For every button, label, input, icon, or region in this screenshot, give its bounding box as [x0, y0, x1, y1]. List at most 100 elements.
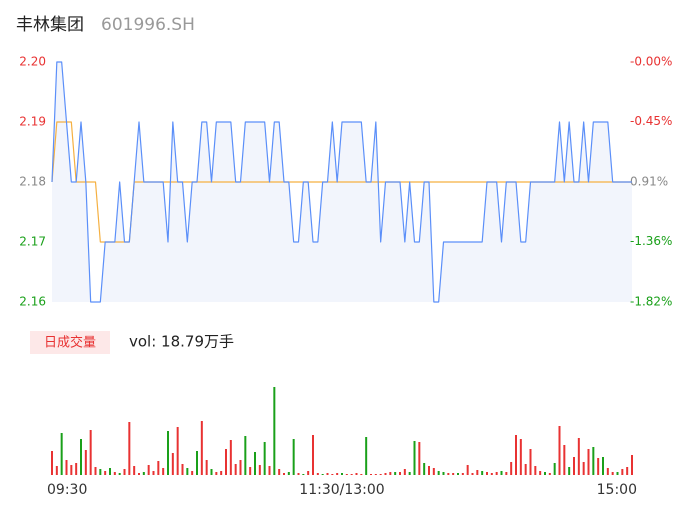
volume-bar: [597, 458, 600, 475]
volume-bar: [428, 466, 430, 475]
y-tick-label: 2.20: [19, 55, 46, 69]
volume-bar: [568, 467, 571, 475]
volume-bar: [321, 474, 324, 475]
volume-bar: [539, 471, 542, 475]
volume-bar: [249, 467, 252, 475]
volume-bar: [582, 462, 585, 475]
volume-bar: [99, 469, 102, 475]
volume-bar: [70, 465, 73, 475]
volume-bar: [229, 440, 232, 475]
volume-bar: [292, 439, 295, 475]
volume-text: vol: 18.79万手: [129, 333, 234, 351]
volume-bar: [587, 449, 590, 475]
volume-bar: [109, 468, 111, 475]
volume-bar: [307, 471, 310, 475]
y2-tick-label: 0.91%: [630, 175, 668, 189]
y-tick-label: 2.19: [19, 115, 46, 129]
volume-bar: [239, 460, 242, 475]
volume-bar: [418, 442, 421, 475]
x-tick-label: 11:30/13:00: [299, 482, 384, 498]
volume-bar: [592, 447, 595, 475]
volume-bar: [519, 439, 522, 475]
volume-bar: [326, 473, 329, 475]
volume-bar: [113, 472, 116, 475]
volume-bar: [89, 430, 92, 475]
volume-bar: [104, 471, 107, 475]
volume-bar: [283, 473, 285, 475]
volume-bar: [65, 460, 68, 475]
volume-bar: [138, 473, 140, 475]
stock-code: 601996.SH: [101, 15, 195, 35]
y-tick-label: 2.17: [19, 235, 46, 249]
volume-bar: [374, 474, 377, 475]
volume-bar: [191, 471, 194, 475]
volume-bar: [200, 421, 203, 475]
volume-bar: [234, 464, 237, 475]
volume-bar: [370, 474, 372, 475]
volume-bar: [534, 466, 537, 475]
volume-bar: [505, 472, 508, 475]
volume-bar: [75, 463, 78, 475]
volume-bar: [432, 468, 435, 475]
volume-bar: [457, 473, 459, 475]
volume-bar: [186, 468, 189, 475]
volume-bar: [345, 474, 348, 475]
volume-bar: [563, 445, 566, 475]
volume-bar: [167, 431, 169, 475]
volume-bar: [413, 441, 416, 475]
volume-bar: [577, 438, 580, 475]
volume-bar: [399, 472, 401, 475]
volume-bar: [263, 442, 266, 475]
volume-bar: [278, 469, 281, 475]
volume-bar: [220, 471, 223, 475]
volume-bar: [500, 471, 503, 475]
volume-bar: [423, 463, 426, 475]
y-tick-label: 2.16: [19, 295, 46, 309]
volume-bar: [128, 422, 131, 475]
volume-bar: [466, 465, 469, 475]
volume-bar: [336, 473, 339, 475]
volume-bar: [476, 470, 479, 475]
volume-bar: [244, 436, 247, 475]
volume-bar: [447, 473, 450, 475]
volume-bar: [360, 474, 363, 475]
volume-badge-bg: [30, 331, 110, 354]
volume-bar: [626, 467, 629, 475]
volume-bar: [602, 457, 604, 475]
volume-bar: [55, 466, 58, 475]
volume-bar: [287, 472, 290, 475]
volume-bar: [389, 472, 392, 475]
volume-bar: [384, 473, 387, 475]
volume-bar: [94, 467, 97, 475]
y2-tick-label: -0.00%: [630, 55, 672, 69]
volume-bar: [196, 451, 198, 475]
volume-bar: [403, 469, 406, 475]
volume-bar: [553, 463, 556, 475]
volume-bar: [452, 473, 455, 475]
y2-tick-label: -1.36%: [630, 234, 672, 248]
volume-bar: [215, 472, 218, 475]
volume-badge: 日成交量: [44, 335, 96, 351]
x-tick-label: 09:30: [47, 482, 87, 498]
y2-tick-label: -0.45%: [630, 114, 672, 128]
volume-bar: [529, 449, 532, 475]
volume-bar: [123, 469, 126, 475]
volume-bar: [171, 453, 174, 475]
volume-bar: [544, 472, 546, 475]
volume-bar: [331, 474, 334, 475]
volume-bar: [621, 469, 624, 475]
volume-bar: [297, 473, 300, 475]
volume-bar: [486, 472, 488, 475]
volume-bar: [133, 466, 136, 475]
volume-bar: [80, 439, 82, 475]
volume-bar: [442, 472, 445, 475]
volume-bar: [142, 472, 145, 475]
volume-bar: [481, 471, 484, 475]
volume-bar: [152, 471, 155, 475]
volume-bar: [147, 465, 150, 475]
volume-bar: [210, 469, 213, 475]
volume-bar: [225, 449, 227, 475]
volume-bar: [273, 387, 276, 475]
volume-bar: [365, 437, 368, 475]
volume-bar: [176, 427, 179, 475]
